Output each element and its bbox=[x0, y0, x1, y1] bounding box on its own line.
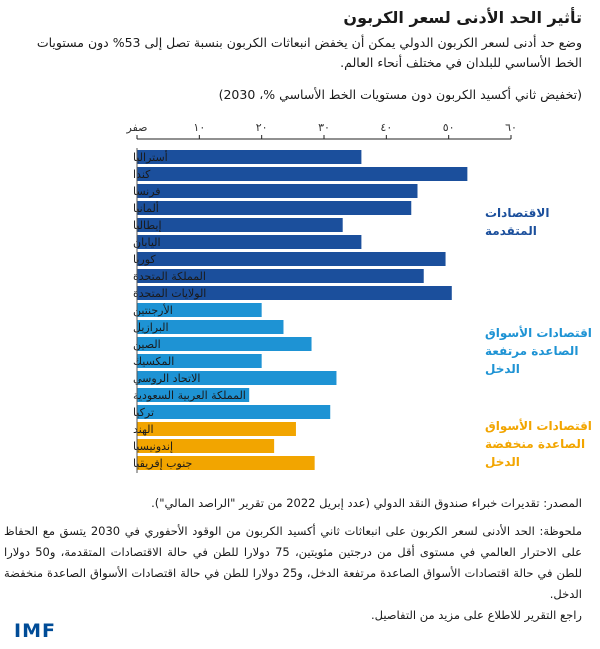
group-label-line: الدخل bbox=[485, 455, 520, 469]
bar bbox=[137, 201, 412, 215]
group-label-line: المتقدمة bbox=[485, 224, 537, 238]
category-label: الهند bbox=[133, 423, 154, 436]
category-label: المكسيك bbox=[133, 355, 174, 368]
category-label: الصين bbox=[133, 338, 161, 351]
category-label: ألمانيا bbox=[133, 201, 159, 215]
category-label: المملكة العربية السعودية bbox=[133, 389, 246, 402]
bar bbox=[137, 337, 312, 351]
see-report-text: راجع التقرير للاطلاع على مزيد من التفاصي… bbox=[370, 608, 582, 622]
category-label: كوريا bbox=[133, 253, 156, 266]
chart-units: (تخفيض ثاني أكسيد الكربون دون مستويات ال… bbox=[218, 87, 582, 102]
source-note: المصدر: تقديرات خبراء صندوق النقد الدولي… bbox=[151, 496, 582, 510]
bar bbox=[137, 184, 418, 198]
group-label-line: اقتصادات الأسواق bbox=[485, 418, 592, 434]
x-tick-label: ١٠ bbox=[193, 121, 205, 134]
bar bbox=[137, 456, 315, 470]
bar bbox=[137, 371, 337, 385]
category-label: تركيا bbox=[133, 406, 154, 419]
group-label-line: الصاعدة منخفضة bbox=[485, 437, 585, 451]
category-label: اليابان bbox=[133, 236, 161, 249]
category-label: الاتحاد الروسي bbox=[133, 372, 200, 385]
bar bbox=[137, 286, 452, 300]
bar bbox=[137, 303, 262, 317]
bar bbox=[137, 269, 424, 283]
bar bbox=[137, 150, 362, 164]
bar bbox=[137, 167, 468, 181]
bar bbox=[137, 422, 296, 436]
group-label-line: الاقتصادات bbox=[485, 206, 549, 220]
category-label: إيطاليا bbox=[133, 219, 162, 232]
x-tick-label: ٥٠ bbox=[443, 121, 455, 134]
methodology-note: ملحوظة: الحد الأدنى لسعر الكربون على انب… bbox=[4, 521, 582, 626]
x-tick-label: ٦٠ bbox=[505, 121, 517, 134]
bar bbox=[137, 354, 262, 368]
category-label: الأرجنتين bbox=[133, 303, 173, 317]
group-label-line: الدخل bbox=[485, 362, 520, 376]
x-tick-label: ٣٠ bbox=[318, 121, 330, 134]
category-label: أستراليا bbox=[133, 150, 168, 164]
category-label: إندونيسيا bbox=[133, 440, 173, 453]
bar bbox=[137, 388, 250, 402]
group-label-line: اقتصادات الأسواق bbox=[485, 325, 592, 341]
group-label-line: الصاعدة مرتفعة bbox=[485, 344, 578, 358]
chart-title: تأثير الحد الأدنى لسعر الكربون bbox=[343, 8, 582, 27]
bar bbox=[137, 252, 446, 266]
x-tick-label: ٢٠ bbox=[256, 121, 268, 134]
category-label: جنوب إفريقيا bbox=[133, 457, 192, 470]
x-tick-label: صفر bbox=[126, 121, 148, 134]
x-tick-label: ٤٠ bbox=[380, 121, 392, 134]
category-label: فرنسا bbox=[133, 185, 161, 198]
category-label: الولايات المتحدة bbox=[133, 287, 206, 300]
category-label: البرازيل bbox=[133, 321, 169, 334]
category-label: المملكة المتحدة bbox=[133, 270, 206, 283]
methodology-note-text: ملحوظة: الحد الأدنى لسعر الكربون على انب… bbox=[4, 524, 583, 601]
bar-chart: صفر ١٠ ٢٠ ٣٠ ٤٠ ٥٠ ٦٠ أستراليا كندا فرنسا ألمانيا إ… bbox=[126, 121, 592, 473]
bar bbox=[137, 320, 284, 334]
category-label: كندا bbox=[133, 168, 151, 181]
bar bbox=[137, 218, 343, 232]
imf-logo: IMF bbox=[14, 620, 56, 642]
bar bbox=[137, 405, 331, 419]
bar bbox=[137, 439, 275, 453]
bar bbox=[137, 235, 362, 249]
chart-subtitle: وضع حد أدنى لسعر الكربون الدولي يمكن أن … bbox=[36, 35, 582, 70]
